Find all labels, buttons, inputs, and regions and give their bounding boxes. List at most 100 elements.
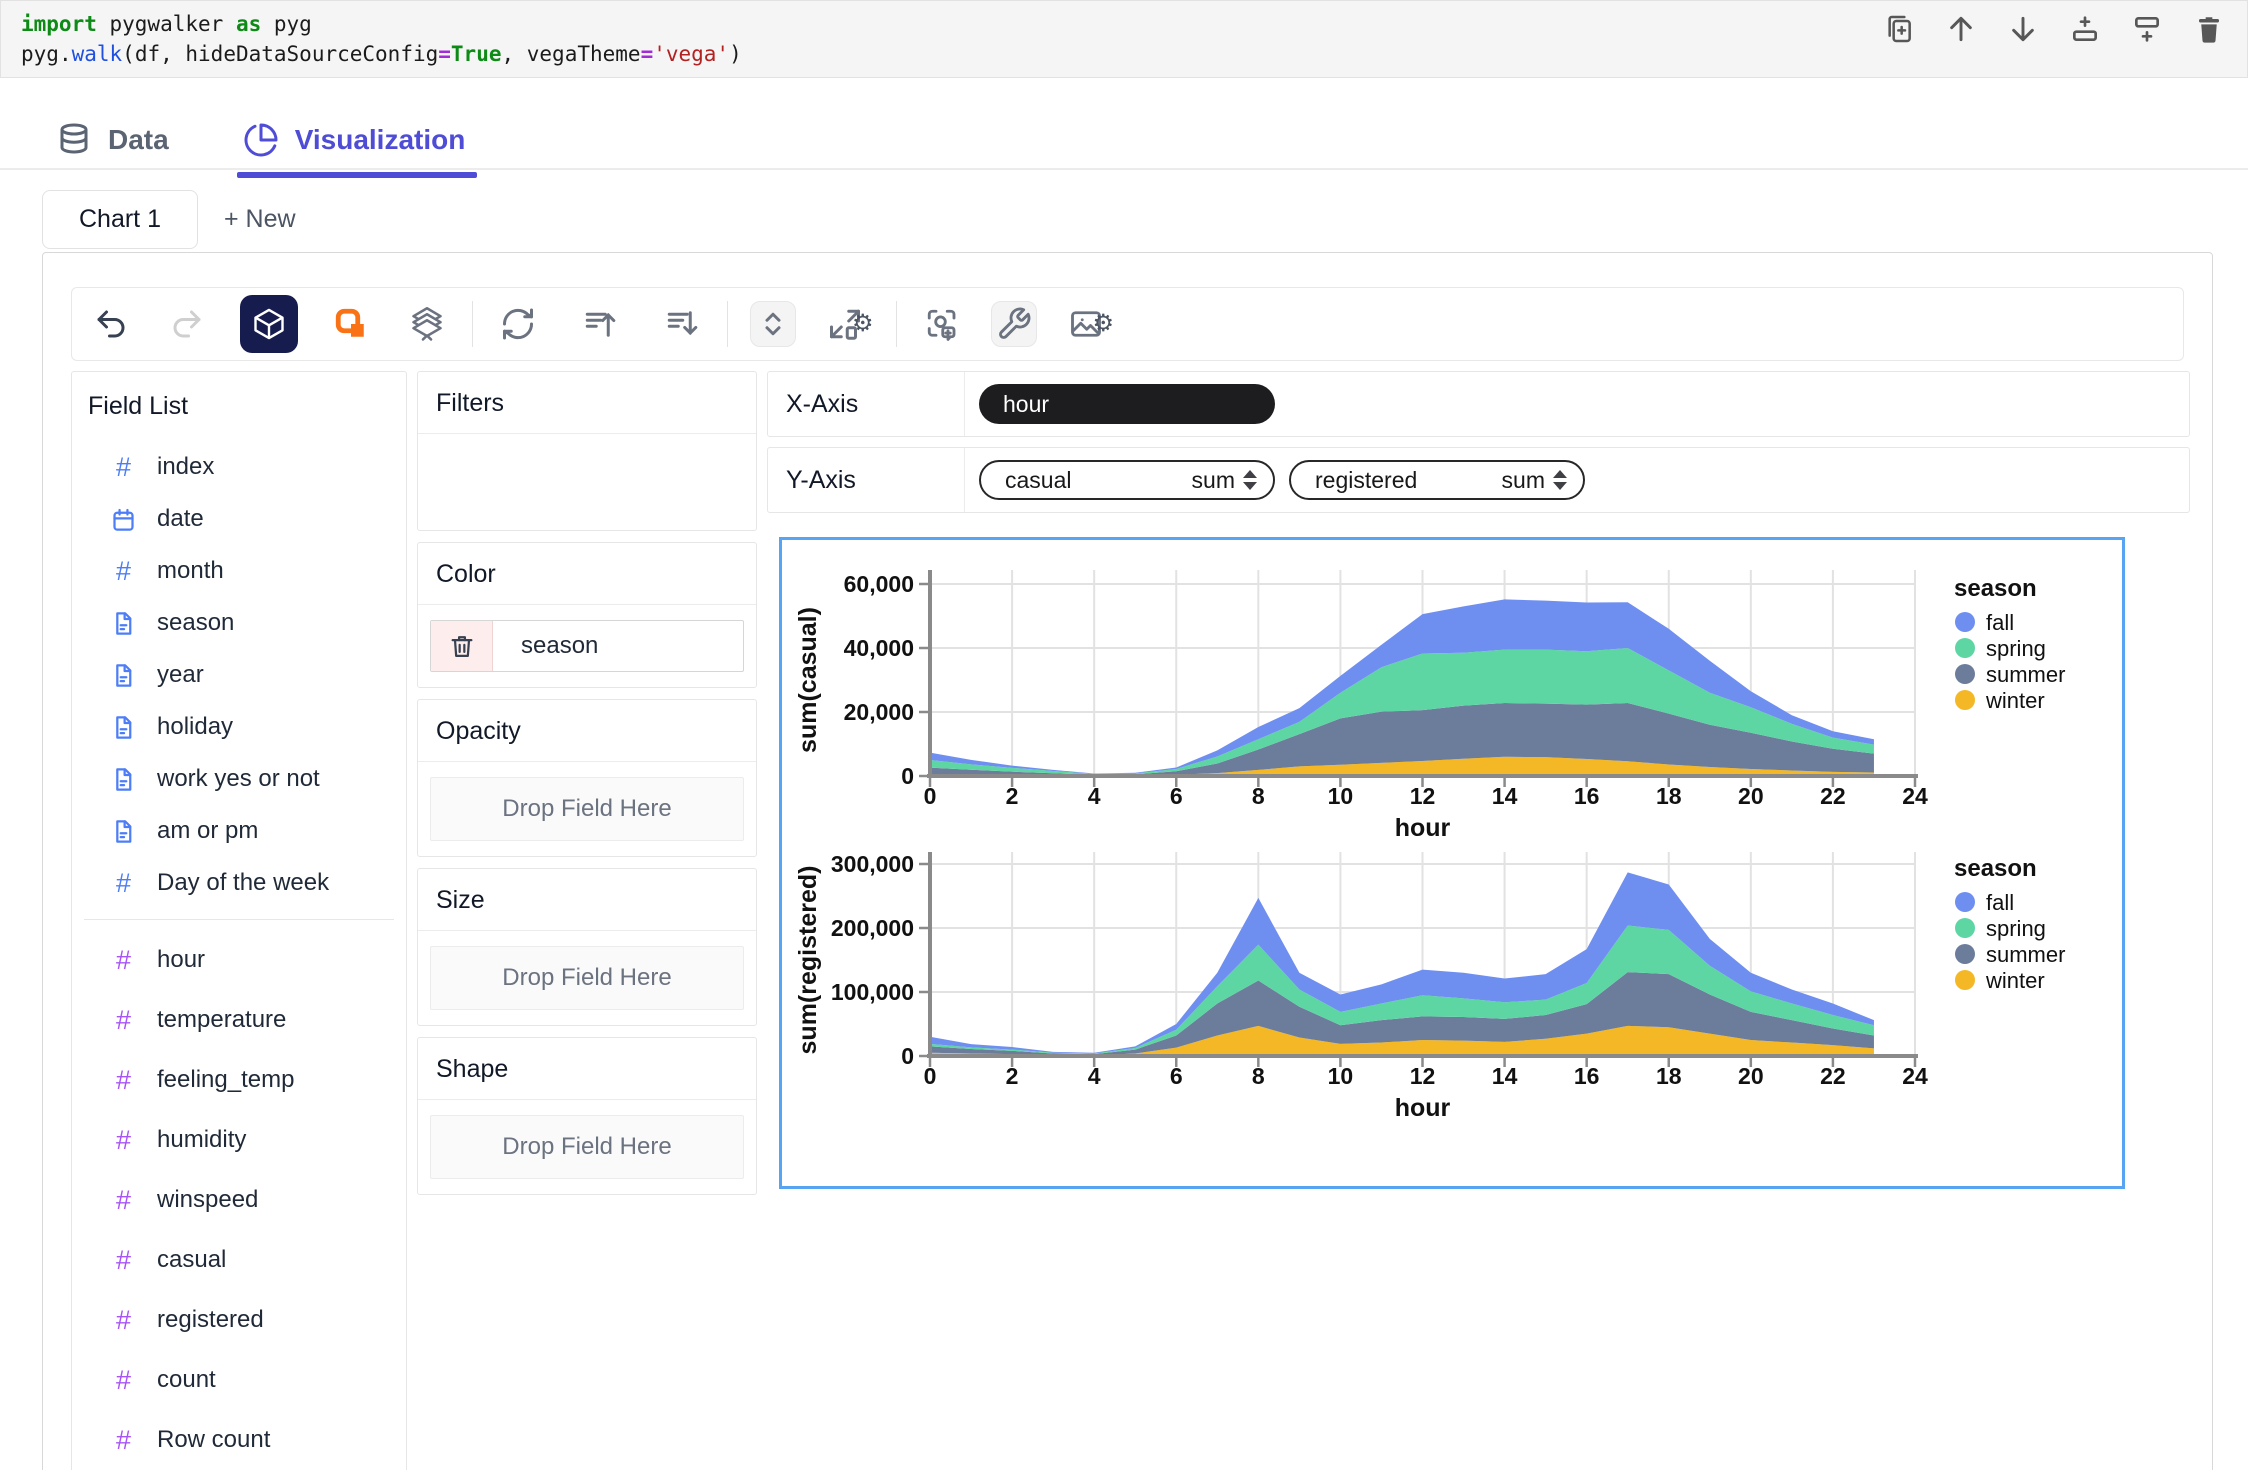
field-item-month[interactable]: # month — [72, 545, 406, 597]
size-drop-zone[interactable]: Drop Field Here — [430, 946, 744, 1010]
legend-swatch-fall — [1955, 892, 1975, 912]
svg-text:22: 22 — [1820, 783, 1846, 809]
color-field-pill[interactable]: season — [430, 620, 744, 672]
x-axis-row[interactable]: X-Axis hour — [767, 371, 2190, 437]
chart-canvas-selected[interactable]: 0 2 4 6 8 10 12 14 16 18 20 22 24 hour 0 20,000 40,000 60… — [779, 537, 2125, 1189]
chart-sum-casual[interactable]: 0 2 4 6 8 10 12 14 16 18 20 22 24hour020,00040,00060… — [782, 552, 2122, 852]
opacity-drop-zone[interactable]: Drop Field Here — [430, 777, 744, 841]
field-item-season[interactable]: season — [72, 597, 406, 649]
sort-ascending-button[interactable] — [577, 301, 623, 347]
field-item-humidity[interactable]: # humidity — [72, 1110, 406, 1170]
x-axis-field-pill[interactable]: hour — [979, 384, 1275, 424]
field-item-day-of-the-week[interactable]: # Day of the week — [72, 857, 406, 909]
aggregation-value: sum — [1191, 466, 1235, 493]
insert-cell-above-icon[interactable] — [2067, 11, 2103, 47]
chart-tab-active[interactable]: Chart 1 — [42, 190, 198, 249]
field-item-holiday[interactable]: holiday — [72, 701, 406, 753]
export-code-button[interactable] — [919, 301, 965, 347]
field-item-am-or-pm[interactable]: am or pm — [72, 805, 406, 857]
filters-drop-area[interactable] — [418, 434, 756, 530]
color-title: Color — [418, 543, 756, 605]
shape-drop-zone[interactable]: Drop Field Here — [430, 1115, 744, 1179]
insert-cell-below-icon[interactable] — [2129, 11, 2165, 47]
field-item-year[interactable]: year — [72, 649, 406, 701]
field-item-temperature[interactable]: # temperature — [72, 990, 406, 1050]
shape-title: Shape — [418, 1038, 756, 1100]
export-image-button[interactable] — [1063, 301, 1109, 347]
field-item-registered[interactable]: # registered — [72, 1290, 406, 1350]
opacity-box[interactable]: Opacity Drop Field Here — [417, 699, 757, 857]
transpose-button[interactable] — [495, 301, 541, 347]
svg-text:60,000: 60,000 — [844, 571, 914, 597]
move-cell-down-icon[interactable] — [2005, 11, 2041, 47]
mark-type-button[interactable] — [328, 301, 374, 347]
svg-text:8: 8 — [1252, 783, 1265, 809]
y-axis-field-pill-casual[interactable]: casual sum — [979, 460, 1275, 500]
chart-sum-registered[interactable]: 0 2 4 6 8 10 12 14 16 18 20 22 24hour0100,000200,000… — [782, 852, 2122, 1184]
field-item-row-count[interactable]: # Row count — [72, 1410, 406, 1470]
redo-button[interactable] — [164, 301, 210, 347]
vis-toolbar: ⚙ ⚙ — [71, 287, 2184, 361]
mark-shape-icon — [335, 308, 364, 337]
tab-data[interactable]: Data — [56, 112, 169, 168]
export-image-gear-icon[interactable]: ⚙ — [1092, 310, 1115, 337]
field-item-count[interactable]: # count — [72, 1350, 406, 1410]
hash-icon: # — [115, 1124, 132, 1155]
legend-swatch-summer — [1955, 944, 1975, 964]
field-label: am or pm — [157, 817, 259, 844]
svg-text:20,000: 20,000 — [844, 699, 914, 725]
code-lines[interactable]: import pygwalker as pyg pyg.walk(df, hide… — [21, 12, 742, 66]
size-title: Size — [418, 869, 756, 931]
resize-settings-gear-icon[interactable]: ⚙ — [852, 310, 874, 337]
aggregation-toggle-button[interactable] — [240, 295, 298, 353]
svg-text:18: 18 — [1656, 783, 1682, 809]
nav-tabs: Data Visualization — [0, 112, 2248, 178]
notebook-code-cell[interactable]: import pygwalker as pyg pyg.walk(df, hide… — [0, 0, 2248, 78]
svg-text:sum(casual): sum(casual) — [794, 607, 822, 753]
resize-chart-button[interactable] — [822, 301, 868, 347]
shape-box[interactable]: Shape Drop Field Here — [417, 1037, 757, 1195]
color-box[interactable]: Color season — [417, 542, 757, 688]
tab-visualization[interactable]: Visualization — [236, 112, 477, 178]
duplicate-cell-icon[interactable] — [1881, 11, 1917, 47]
opacity-title: Opacity — [418, 700, 756, 762]
toolbar-divider — [727, 301, 728, 347]
svg-text:4: 4 — [1088, 1063, 1101, 1089]
area-series-fall — [930, 872, 1874, 1054]
axes-resize-button[interactable] — [750, 301, 796, 347]
svg-text:season: season — [1954, 855, 2037, 882]
legend-swatch-winter — [1955, 690, 1975, 710]
remove-color-field-button[interactable] — [431, 621, 493, 671]
field-item-winspeed[interactable]: # winspeed — [72, 1170, 406, 1230]
field-item-casual[interactable]: # casual — [72, 1230, 406, 1290]
legend-label-summer: summer — [1986, 942, 2065, 967]
field-item-feeling_temp[interactable]: # feeling_temp — [72, 1050, 406, 1110]
config-wrench-button[interactable] — [990, 301, 1037, 347]
select-chevrons-icon — [1243, 470, 1257, 490]
svg-text:hour: hour — [1395, 814, 1451, 842]
field-label: Row count — [157, 1426, 271, 1453]
field-item-index[interactable]: # index — [72, 441, 406, 493]
svg-text:2: 2 — [1006, 1063, 1019, 1089]
field-item-work-yes-or-not[interactable]: work yes or not — [72, 753, 406, 805]
undo-button[interactable] — [88, 301, 134, 347]
svg-text:sum(registered): sum(registered) — [794, 866, 822, 1055]
filters-box[interactable]: Filters — [417, 371, 757, 531]
field-item-hour[interactable]: # hour — [72, 930, 406, 990]
move-cell-up-icon[interactable] — [1943, 11, 1979, 47]
sort-descending-button[interactable] — [659, 301, 705, 347]
aggregation-select[interactable]: sum — [1192, 467, 1257, 494]
y-axis-field-pill-registered[interactable]: registered sum — [1289, 460, 1585, 500]
size-box[interactable]: Size Drop Field Here — [417, 868, 757, 1026]
delete-cell-icon[interactable] — [2191, 11, 2227, 47]
field-label: temperature — [157, 1006, 287, 1033]
field-item-date[interactable]: date — [72, 493, 406, 545]
area-series-fall — [930, 599, 1874, 774]
y-axis-row[interactable]: Y-Axis casual sum registered sum — [767, 447, 2190, 513]
calendar-icon — [113, 508, 134, 531]
aggregation-select[interactable]: sum — [1502, 467, 1567, 494]
new-chart-button[interactable]: + New — [223, 205, 296, 233]
stack-mode-button[interactable] — [404, 301, 450, 347]
field-label: hour — [157, 946, 206, 973]
tab-data-label: Data — [108, 124, 169, 155]
